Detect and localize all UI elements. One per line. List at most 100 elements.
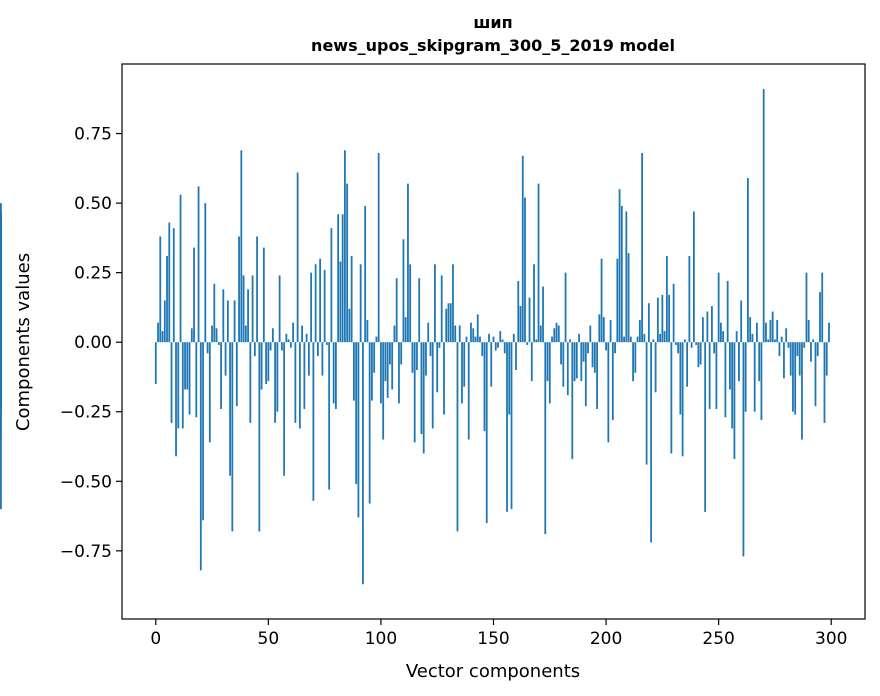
bar-235: [683, 339, 686, 343]
bar-298: [825, 342, 828, 376]
bar-210: [627, 253, 630, 343]
bar-47: [260, 342, 263, 390]
bar-78: [330, 228, 333, 343]
bar-217: [643, 333, 646, 343]
bar-278: [780, 336, 783, 343]
bar-170: [537, 183, 540, 343]
bar-271: [765, 322, 767, 343]
bar-55: [278, 275, 281, 343]
bar-153: [499, 331, 502, 343]
bar-238: [690, 342, 693, 348]
bar-149: [490, 342, 493, 387]
bar-54: [276, 342, 279, 412]
bar-209: [625, 211, 628, 343]
bar-261: [742, 342, 745, 557]
bar-143: [476, 314, 479, 343]
x-tick-label: 150: [477, 629, 509, 649]
bar-274: [771, 311, 774, 343]
bar-63: [296, 172, 299, 343]
bar-121: [427, 322, 430, 343]
bar-225: [661, 294, 664, 343]
bar-102: [384, 342, 387, 382]
bar-197: [598, 314, 601, 343]
bar-58: [285, 333, 288, 343]
bar-145: [481, 342, 484, 357]
bar-28: [217, 342, 220, 345]
bar-120: [425, 342, 427, 376]
x-tick-label: 50: [258, 629, 280, 649]
bar-253: [724, 342, 727, 418]
bar-60: [289, 342, 292, 348]
bar-59: [287, 339, 290, 343]
bar-164: [524, 197, 526, 343]
chart-title-line-1: шип: [473, 13, 512, 32]
bar-100: [380, 342, 382, 404]
bar-99: [377, 153, 380, 343]
bar-11: [179, 194, 182, 343]
y-tick-label: 0.75: [74, 125, 112, 145]
bar-44: [253, 342, 256, 357]
bar-5: [166, 255, 168, 343]
bar-181: [562, 342, 565, 387]
bar-218: [645, 342, 648, 465]
bar-119: [422, 342, 425, 454]
bar-30: [222, 289, 225, 343]
bar-172: [542, 286, 544, 343]
bar-112: [407, 183, 409, 343]
bar-127: [440, 275, 443, 343]
bar-141: [472, 328, 475, 343]
bar-199: [602, 317, 605, 343]
bar-37: [238, 236, 240, 343]
bar-106: [393, 325, 396, 343]
bar-277: [778, 342, 781, 357]
bar-283: [792, 342, 794, 412]
bar-252: [722, 331, 725, 343]
bar-173: [544, 342, 547, 535]
bar-15: [188, 342, 191, 415]
bar-156: [506, 342, 508, 512]
y-axis-ticks: −0.75 −0.50 −0.25 0.00 0.25 0.50 0.75: [60, 125, 122, 562]
bar-65: [301, 325, 304, 343]
bar-7: [170, 342, 173, 423]
bar-168: [533, 264, 535, 343]
bar-150: [492, 336, 495, 343]
bar-234: [681, 342, 684, 457]
bar-227: [665, 255, 668, 343]
bar-73: [319, 258, 322, 343]
bar-297: [823, 342, 826, 423]
bar-213: [634, 342, 637, 373]
bar-122: [429, 342, 432, 357]
bar-295: [819, 292, 821, 343]
bar-113: [409, 264, 412, 343]
bar-178: [555, 322, 558, 343]
bar-262: [744, 342, 747, 412]
bar-211: [629, 336, 632, 343]
bar-267: [756, 322, 758, 343]
bar-48: [262, 247, 265, 343]
bar-46: [258, 342, 261, 532]
bar-67: [305, 333, 308, 343]
bar-9: [175, 342, 177, 457]
y-tick-label: 0.50: [74, 194, 112, 214]
bar-226: [663, 331, 666, 343]
bar-166: [528, 297, 531, 343]
bar-16: [190, 328, 193, 343]
bar-222: [654, 342, 657, 393]
bar-124: [434, 264, 436, 343]
bar-157: [508, 342, 511, 415]
bar-299: [828, 322, 830, 343]
bar-88: [353, 342, 355, 401]
bar-263: [747, 178, 749, 343]
bar-286: [798, 342, 801, 376]
bar-183: [566, 342, 569, 396]
bar-270: [762, 89, 765, 343]
bar-61: [292, 322, 295, 343]
bar-177: [553, 328, 556, 343]
bar-236: [686, 342, 689, 387]
bar-87: [350, 255, 353, 343]
bar-287: [801, 342, 803, 440]
bar-269: [760, 342, 763, 421]
bar-101: [382, 342, 385, 440]
bar-96: [371, 342, 373, 401]
bar-42: [249, 342, 252, 423]
